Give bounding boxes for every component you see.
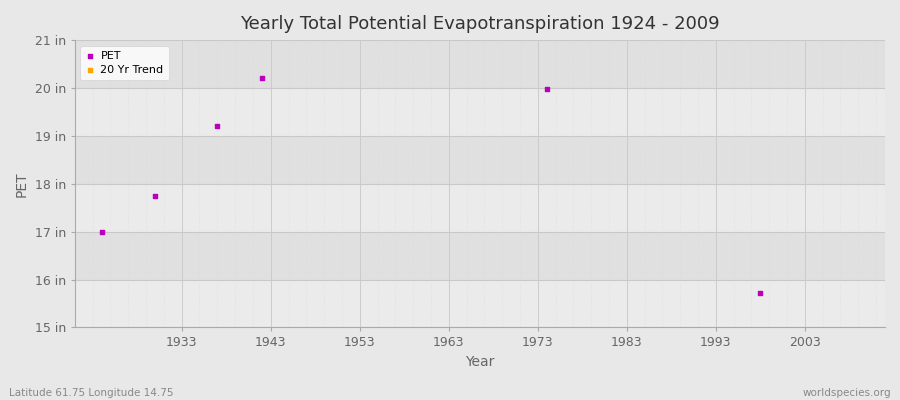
- Bar: [75, 88, 885, 136]
- PET: [753, 290, 768, 296]
- Bar: [75, 232, 885, 280]
- Bar: [75, 136, 885, 184]
- Bar: [75, 184, 885, 232]
- Y-axis label: PET: PET: [15, 171, 29, 196]
- Text: Latitude 61.75 Longitude 14.75: Latitude 61.75 Longitude 14.75: [9, 388, 174, 398]
- Text: worldspecies.org: worldspecies.org: [803, 388, 891, 398]
- PET: [210, 123, 224, 130]
- Legend: PET, 20 Yr Trend: PET, 20 Yr Trend: [80, 46, 169, 80]
- PET: [255, 75, 269, 82]
- PET: [539, 86, 554, 92]
- Bar: [75, 280, 885, 328]
- PET: [94, 228, 109, 235]
- X-axis label: Year: Year: [465, 355, 495, 369]
- Bar: [75, 40, 885, 88]
- PET: [148, 192, 162, 199]
- Title: Yearly Total Potential Evapotranspiration 1924 - 2009: Yearly Total Potential Evapotranspiratio…: [240, 15, 720, 33]
